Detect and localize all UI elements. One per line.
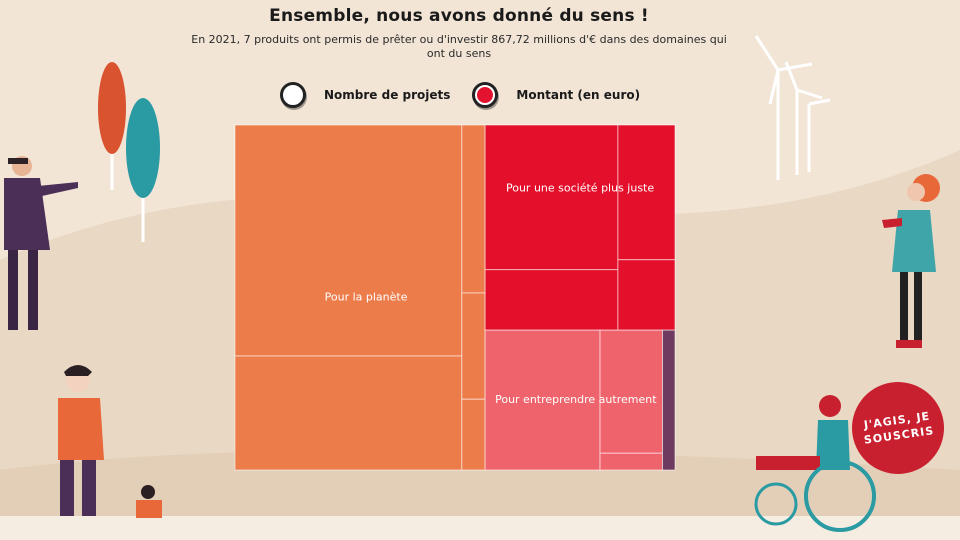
treemap-cell-planete-3[interactable] <box>461 124 486 294</box>
treemap-cell-entreprendre-3[interactable] <box>599 452 664 471</box>
treemap-cell-societe-4[interactable] <box>617 259 676 331</box>
woman-icon <box>882 174 940 348</box>
treemap-cell-planete-4a[interactable] <box>461 292 486 400</box>
wheelchair-user-icon <box>754 395 876 532</box>
treemap-label-planete: Pour la planète <box>325 291 408 304</box>
treemap-label-societe: Pour une société plus juste <box>506 182 654 195</box>
tree-red-icon <box>98 62 126 190</box>
treemap-cell-planete-1[interactable] <box>234 124 463 357</box>
measure-toggle: Nombre de projets Montant (en euro) <box>280 78 662 112</box>
treemap-cell-planete-2[interactable] <box>234 355 463 471</box>
toggle-projects-label: Nombre de projets <box>324 88 451 102</box>
treemap-cell-entreprendre-2[interactable] <box>599 329 664 454</box>
radio-amount-dot <box>477 87 494 103</box>
treemap-cell-societe-3[interactable] <box>617 124 676 261</box>
page-title: Ensemble, nous avons donné du sens ! <box>269 6 649 26</box>
treemap-label-entreprendre: Pour entreprendre autrement <box>495 393 657 406</box>
radio-amount[interactable] <box>472 82 499 108</box>
toggle-amount[interactable]: Montant (en euro) <box>472 82 640 108</box>
man-with-child-icon <box>58 365 162 518</box>
treemap-cell-entreprendre-1[interactable] <box>484 329 601 471</box>
toggle-amount-label: Montant (en euro) <box>516 88 641 102</box>
page-subtitle: En 2021, 7 produits ont permis de prêter… <box>191 33 727 60</box>
man-in-suit-icon <box>4 156 78 330</box>
treemap-cell-autre-1[interactable] <box>662 329 676 471</box>
wind-turbine-icon <box>754 35 831 180</box>
treemap-cell-societe-2[interactable] <box>484 269 619 331</box>
treemap-cell-planete-4b[interactable] <box>461 398 486 471</box>
tree-teal-icon <box>126 98 160 242</box>
radio-projects[interactable] <box>280 82 306 108</box>
toggle-projects[interactable]: Nombre de projets <box>280 82 450 108</box>
treemap-cell-societe-1[interactable] <box>484 124 619 271</box>
